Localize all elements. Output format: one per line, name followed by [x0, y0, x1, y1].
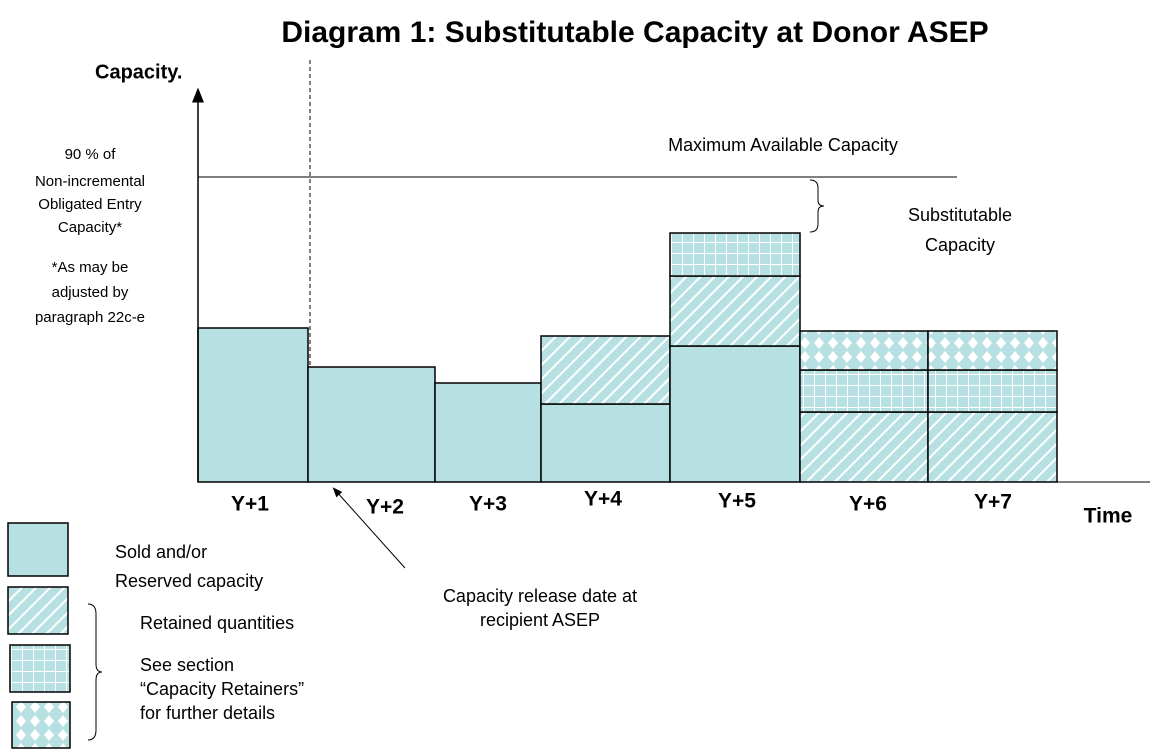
annotation: Capacity release date at: [443, 586, 637, 606]
bar-retained: [799, 411, 929, 483]
legend-text: See section: [140, 655, 234, 675]
bar-sold: [434, 382, 542, 483]
reference-label: 90 % of: [65, 146, 117, 163]
legend-swatch: [7, 522, 69, 577]
bar-retained: [927, 411, 1058, 483]
bar-retainer-grid: [799, 369, 929, 413]
legend-text: Reserved capacity: [115, 571, 263, 591]
title: Diagram 1: Substitutable Capacity at Don…: [281, 16, 988, 49]
reference-note: paragraph 22c-e: [35, 309, 145, 326]
period-label: Y+4: [584, 488, 622, 511]
substitutable-label: Substitutable: [908, 205, 1012, 225]
reference-note: adjusted by: [52, 284, 129, 301]
bar-retainer-grid: [669, 232, 801, 277]
x-axis-label: Time: [1084, 505, 1133, 528]
bar-sold: [197, 327, 309, 483]
bar-sold: [307, 366, 436, 483]
reference-note: *As may be: [52, 259, 129, 276]
legend-text: for further details: [140, 703, 275, 723]
reference-label: Obligated Entry: [38, 196, 142, 213]
annotation: recipient ASEP: [480, 610, 600, 630]
bar-retainer-grid: [927, 369, 1058, 413]
annotation-arrow: [332, 487, 406, 569]
period-label: Y+2: [366, 496, 404, 519]
period-label: Y+1: [231, 493, 269, 516]
reference-label: Capacity*: [58, 219, 122, 236]
legend-brace: [87, 603, 103, 741]
bar-sold: [669, 345, 801, 483]
y-axis-label: Capacity.: [95, 61, 182, 83]
period-label: Y+7: [974, 491, 1012, 514]
reference-label: Non-incremental: [35, 173, 145, 190]
legend-swatch: [11, 701, 71, 749]
bar-retained: [669, 275, 801, 347]
bar-retainer-diamond: [927, 330, 1058, 371]
max-line-label: Maximum Available Capacity: [668, 135, 898, 155]
period-label: Y+6: [849, 493, 887, 516]
bar-sold: [540, 403, 671, 483]
legend-swatch: [9, 644, 71, 693]
legend: [7, 522, 71, 749]
brace: [809, 179, 825, 233]
legend-text: Sold and/or: [115, 542, 207, 562]
legend-swatch: [7, 586, 69, 635]
period-label: Y+5: [718, 490, 756, 513]
legend-text: “Capacity Retainers”: [140, 679, 304, 699]
legend-text: Retained quantities: [140, 613, 294, 633]
period-label: Y+3: [469, 493, 507, 516]
substitutable-label: Capacity: [925, 235, 995, 255]
bars: [197, 232, 1058, 483]
bar-retained: [540, 335, 671, 405]
bar-retainer-diamond: [799, 330, 929, 371]
